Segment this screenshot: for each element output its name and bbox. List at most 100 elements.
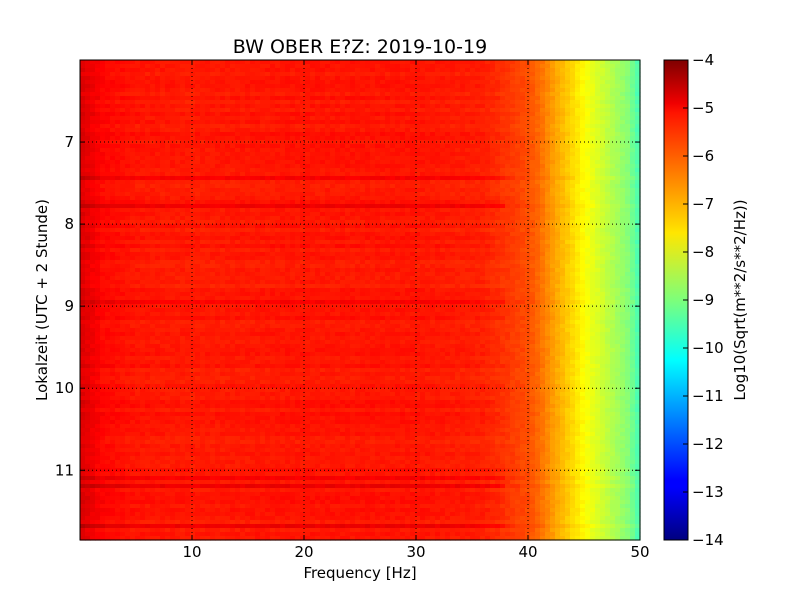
heatmap-cell: [470, 64, 476, 69]
heatmap-cell: [500, 172, 506, 177]
heatmap-cell: [255, 148, 261, 153]
heatmap-cell: [400, 156, 406, 161]
heatmap-cell: [380, 200, 386, 205]
heatmap-cell: [430, 128, 436, 133]
heatmap-cell: [590, 212, 596, 217]
heatmap-cell: [365, 176, 371, 181]
heatmap-cell: [95, 220, 101, 225]
heatmap-cell: [110, 216, 116, 221]
heatmap-cell: [365, 92, 371, 97]
heatmap-cell: [120, 120, 126, 125]
heatmap-cell: [345, 108, 351, 113]
heatmap-cell: [110, 108, 116, 113]
heatmap-cell: [375, 144, 381, 149]
heatmap-cell: [160, 120, 166, 125]
heatmap-cell: [115, 164, 121, 169]
heatmap-cell: [205, 232, 211, 237]
heatmap-cell: [80, 192, 86, 197]
heatmap-cell: [310, 88, 316, 93]
heatmap-cell: [210, 88, 216, 93]
heatmap-cell: [500, 120, 506, 125]
heatmap-cell: [390, 72, 396, 77]
heatmap-cell: [180, 88, 186, 93]
heatmap-cell: [450, 192, 456, 197]
heatmap-cell: [95, 124, 101, 129]
heatmap-cell: [125, 224, 131, 229]
heatmap-cell: [425, 220, 431, 225]
heatmap-cell: [445, 132, 451, 137]
heatmap-cell: [355, 184, 361, 189]
heatmap-cell: [325, 232, 331, 237]
heatmap-cell: [625, 60, 631, 65]
heatmap-cell: [230, 180, 236, 185]
heatmap-cell: [500, 116, 506, 121]
heatmap-cell: [595, 80, 601, 85]
heatmap-cell: [620, 196, 626, 201]
heatmap-cell: [285, 200, 291, 205]
heatmap-cell: [455, 196, 461, 201]
heatmap-cell: [260, 176, 266, 181]
heatmap-cell: [350, 124, 356, 129]
heatmap-cell: [570, 64, 576, 69]
heatmap-cell: [550, 196, 556, 201]
heatmap-cell: [165, 64, 171, 69]
heatmap-cell: [140, 60, 146, 65]
heatmap-cell: [110, 92, 116, 97]
heatmap-cell: [595, 112, 601, 117]
heatmap-cell: [595, 116, 601, 121]
heatmap-cell: [100, 160, 106, 165]
heatmap-cell: [385, 80, 391, 85]
heatmap-cell: [105, 128, 111, 133]
heatmap-cell: [300, 68, 306, 73]
heatmap-cell: [275, 192, 281, 197]
heatmap-cell: [300, 212, 306, 217]
heatmap-cell: [505, 208, 511, 213]
heatmap-cell: [590, 64, 596, 69]
heatmap-cell: [615, 108, 621, 113]
heatmap-cell: [285, 80, 291, 85]
heatmap-cell: [625, 80, 631, 85]
heatmap-cell: [525, 232, 531, 237]
heatmap-cell: [410, 60, 416, 65]
heatmap-cell: [340, 236, 346, 241]
heatmap-cell: [555, 180, 561, 185]
heatmap-cell: [270, 188, 276, 193]
heatmap-cell: [585, 104, 591, 109]
heatmap-cell: [315, 168, 321, 173]
heatmap-cell: [270, 132, 276, 137]
heatmap-cell: [590, 144, 596, 149]
heatmap-cell: [555, 104, 561, 109]
heatmap-cell: [515, 152, 521, 157]
heatmap-cell: [235, 192, 241, 197]
heatmap-cell: [345, 112, 351, 117]
heatmap-cell: [300, 104, 306, 109]
heatmap-cell: [480, 196, 486, 201]
heatmap-cell: [390, 184, 396, 189]
heatmap-cell: [310, 168, 316, 173]
heatmap-cell: [95, 200, 101, 205]
heatmap-cell: [130, 200, 136, 205]
heatmap-cell: [500, 96, 506, 101]
heatmap-cell: [360, 216, 366, 221]
heatmap-cell: [95, 104, 101, 109]
heatmap-cell: [415, 72, 421, 77]
heatmap-cell: [315, 184, 321, 189]
heatmap-cell: [375, 84, 381, 89]
heatmap-cell: [485, 104, 491, 109]
heatmap-cell: [395, 76, 401, 81]
heatmap-cell: [395, 232, 401, 237]
heatmap-cell: [165, 96, 171, 101]
heatmap-cell: [285, 76, 291, 81]
heatmap-cell: [350, 152, 356, 157]
heatmap-cell: [475, 140, 481, 145]
heatmap-cell: [200, 140, 206, 145]
heatmap-cell: [370, 76, 376, 81]
heatmap-cell: [130, 92, 136, 97]
heatmap-cell: [415, 180, 421, 185]
heatmap-cell: [455, 160, 461, 165]
heatmap-cell: [315, 72, 321, 77]
heatmap-cell: [405, 128, 411, 133]
heatmap-cell: [495, 216, 501, 221]
heatmap-cell: [95, 152, 101, 157]
heatmap-cell: [235, 168, 241, 173]
